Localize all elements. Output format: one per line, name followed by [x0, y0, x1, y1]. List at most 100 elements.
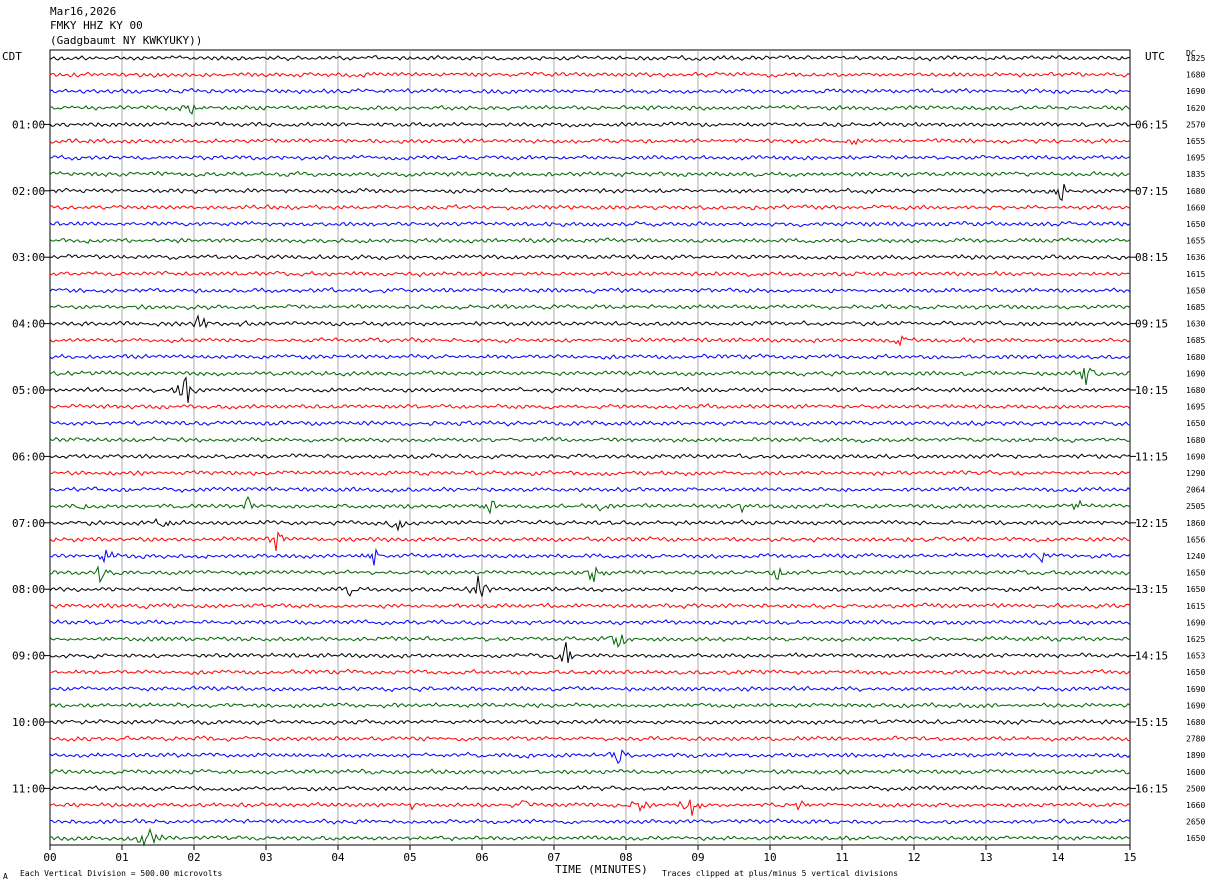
dc-offset-15: 1685: [1186, 303, 1205, 312]
dc-offset-18: 1680: [1186, 353, 1205, 362]
trace-9: [49, 203, 1131, 211]
dc-offset-9: 1660: [1186, 203, 1205, 212]
x-tick-label-04: 04: [331, 851, 345, 864]
header-station: FMKY HHZ KY 00: [50, 19, 143, 32]
dc-offset-0: 1825: [1186, 54, 1205, 63]
dc-offset-31: 1650: [1186, 569, 1205, 578]
dc-offset-34: 1690: [1186, 618, 1205, 627]
x-axis-title: TIME (MINUTES): [555, 863, 648, 876]
right-hour-label: 06:15: [1135, 118, 1168, 131]
dc-offset-30: 1240: [1186, 552, 1205, 561]
dc-offset-46: 2650: [1186, 818, 1205, 827]
x-tick-label-07: 07: [547, 851, 560, 864]
trace-4: [49, 121, 1131, 128]
trace-42: [49, 749, 1131, 765]
trace-17: [49, 335, 1131, 347]
left-hour-label: 05:00: [12, 384, 45, 397]
left-hour-label: 03:00: [12, 251, 45, 264]
x-tick-label-11: 11: [835, 851, 848, 864]
dc-offset-40: 1680: [1186, 718, 1205, 727]
x-tick-label-05: 05: [403, 851, 416, 864]
dc-offset-23: 1680: [1186, 436, 1205, 445]
trace-13: [49, 270, 1131, 278]
x-tick-label-00: 00: [43, 851, 56, 864]
dc-offset-10: 1650: [1186, 220, 1205, 229]
trace-23: [49, 436, 1131, 443]
trace-26: [49, 486, 1131, 493]
dc-offset-4: 2570: [1186, 120, 1205, 129]
trace-21: [49, 403, 1131, 410]
dc-offset-36: 1653: [1186, 652, 1205, 661]
left-hour-label: 04:00: [12, 318, 45, 331]
trace-22: [49, 420, 1131, 427]
trace-6: [50, 154, 1131, 161]
trace-14: [49, 286, 1131, 294]
dc-offset-13: 1615: [1186, 270, 1205, 279]
trace-25: [49, 469, 1131, 477]
right-axis-label: UTC: [1145, 50, 1165, 63]
dc-offset-39: 1690: [1186, 701, 1205, 710]
dc-label: DC: [1186, 49, 1196, 58]
right-hour-label: 08:15: [1135, 251, 1168, 264]
dc-offset-45: 1660: [1186, 801, 1205, 810]
dc-offset-8: 1680: [1186, 187, 1205, 196]
dc-offset-2: 1690: [1186, 87, 1205, 96]
dc-offset-32: 1650: [1186, 585, 1205, 594]
right-hour-label: 11:15: [1135, 450, 1168, 463]
trace-7: [49, 170, 1130, 178]
trace-28: [50, 518, 1131, 532]
trace-1: [49, 71, 1131, 78]
trace-15: [49, 303, 1131, 311]
plot-labels: 00 01 02 03 04 05 06 07 08 09 10 11 12 13 14 15 1825 1680…: [12, 54, 1205, 864]
left-hour-label: 10:00: [12, 716, 45, 729]
right-hour-label: 12:15: [1135, 517, 1168, 530]
x-tick-label-14: 14: [1051, 851, 1065, 864]
right-hour-label: 15:15: [1135, 716, 1168, 729]
trace-12: [49, 253, 1131, 261]
x-tick-label-13: 13: [979, 851, 992, 864]
dc-offset-12: 1636: [1186, 253, 1205, 262]
dc-offset-22: 1650: [1186, 419, 1205, 428]
dc-offset-29: 1656: [1186, 535, 1205, 544]
dc-offset-14: 1650: [1186, 286, 1205, 295]
x-tick-label-03: 03: [259, 851, 272, 864]
x-tick-label-02: 02: [187, 851, 200, 864]
right-hour-label: 16:15: [1135, 782, 1168, 795]
dc-offset-7: 1835: [1186, 170, 1205, 179]
right-hour-label: 13:15: [1135, 583, 1168, 596]
left-hour-label: 02:00: [12, 185, 45, 198]
dc-offset-5: 1655: [1186, 137, 1205, 146]
dc-offset-25: 1290: [1186, 469, 1205, 478]
dc-offset-17: 1685: [1186, 336, 1205, 345]
dc-offset-28: 1860: [1186, 519, 1205, 528]
trace-2: [49, 87, 1131, 95]
x-tick-label-15: 15: [1123, 851, 1136, 864]
trace-45: [49, 799, 1131, 816]
x-tick-label-01: 01: [115, 851, 128, 864]
right-hour-label: 10:15: [1135, 384, 1168, 397]
header-location: (Gadgbaumt NY KWKYUKY)): [50, 34, 203, 47]
trace-33: [49, 602, 1131, 610]
dc-offset-6: 1695: [1186, 154, 1205, 163]
trace-47: [49, 827, 1131, 847]
trace-18: [49, 353, 1131, 360]
trace-39: [49, 702, 1131, 709]
x-tick-label-09: 09: [691, 851, 704, 864]
trace-41: [49, 735, 1131, 742]
trace-40: [49, 718, 1131, 726]
dc-offset-20: 1680: [1186, 386, 1205, 395]
trace-27: [49, 495, 1131, 515]
dc-offset-47: 1650: [1186, 834, 1205, 843]
left-hour-label: 01:00: [12, 118, 45, 131]
x-tick-label-10: 10: [763, 851, 776, 864]
trace-29: [49, 530, 1131, 551]
trace-32: [49, 575, 1131, 597]
dc-offset-44: 2500: [1186, 784, 1205, 793]
trace-16: [49, 314, 1131, 329]
trace-0: [49, 54, 1131, 62]
dc-offset-41: 2780: [1186, 735, 1205, 744]
dc-offset-26: 2064: [1186, 486, 1205, 495]
x-tick-label-12: 12: [907, 851, 920, 864]
trace-3: [49, 104, 1131, 115]
